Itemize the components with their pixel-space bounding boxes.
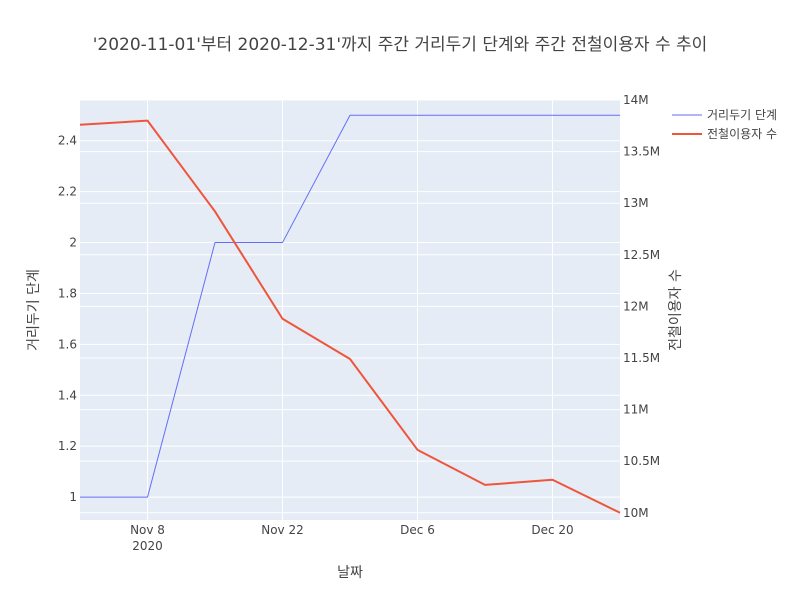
y-right-tick-label: 10M bbox=[623, 506, 649, 520]
chart-title: '2020-11-01'부터 2020-12-31'까지 주간 거리두기 단계와… bbox=[93, 35, 708, 55]
x-tick-label: Dec 20 bbox=[531, 523, 573, 537]
line-layer bbox=[79, 114, 621, 514]
x-tick-label: Nov 22 bbox=[261, 523, 304, 537]
y-axis-left-title: 거리두기 단계 bbox=[26, 269, 42, 351]
tick-layer: Nov 8 2020 Nov 22 Dec 6 Dec 20 1 1.2 1.4 1.6 1.8 2… bbox=[58, 93, 660, 553]
y-right-tick-label: 12M bbox=[623, 299, 649, 313]
y-right-tick-label: 13M bbox=[623, 196, 649, 210]
y-left-tick-label: 2.2 bbox=[58, 185, 77, 199]
x-axis-title: 날짜 bbox=[337, 565, 363, 581]
y-left-tick-label: 2 bbox=[69, 236, 77, 250]
y-left-tick-label: 1.8 bbox=[58, 286, 77, 300]
y-axis-right-title: 전철이용자 수 bbox=[668, 269, 684, 351]
y-right-tick-label: 10.5M bbox=[623, 454, 660, 468]
y-right-tick-label: 11.5M bbox=[623, 351, 660, 365]
y-right-tick-label: 14M bbox=[623, 93, 649, 107]
legend-label-0[interactable]: 거리두기 단계 bbox=[707, 108, 777, 122]
y-left-tick-label: 1 bbox=[69, 490, 77, 504]
y-left-tick-label: 2.4 bbox=[58, 134, 77, 148]
x-tick-sublabel: 2020 bbox=[132, 539, 163, 553]
x-tick-label: Dec 6 bbox=[400, 523, 435, 537]
y-right-tick-label: 11M bbox=[623, 403, 649, 417]
y-left-tick-label: 1.4 bbox=[58, 388, 77, 402]
x-tick-label: Nov 8 bbox=[130, 523, 165, 537]
grid-layer bbox=[80, 99, 620, 520]
y-right-tick-label: 12.5M bbox=[623, 248, 660, 262]
series-line-1[interactable] bbox=[79, 119, 621, 514]
y-left-tick-label: 1.2 bbox=[58, 439, 77, 453]
series-line-0[interactable] bbox=[80, 114, 620, 498]
plot-area bbox=[80, 100, 620, 520]
legend-label-1[interactable]: 전철이용자 수 bbox=[707, 127, 777, 141]
y-left-tick-label: 1.6 bbox=[58, 337, 77, 351]
y-right-tick-label: 13.5M bbox=[623, 145, 660, 159]
